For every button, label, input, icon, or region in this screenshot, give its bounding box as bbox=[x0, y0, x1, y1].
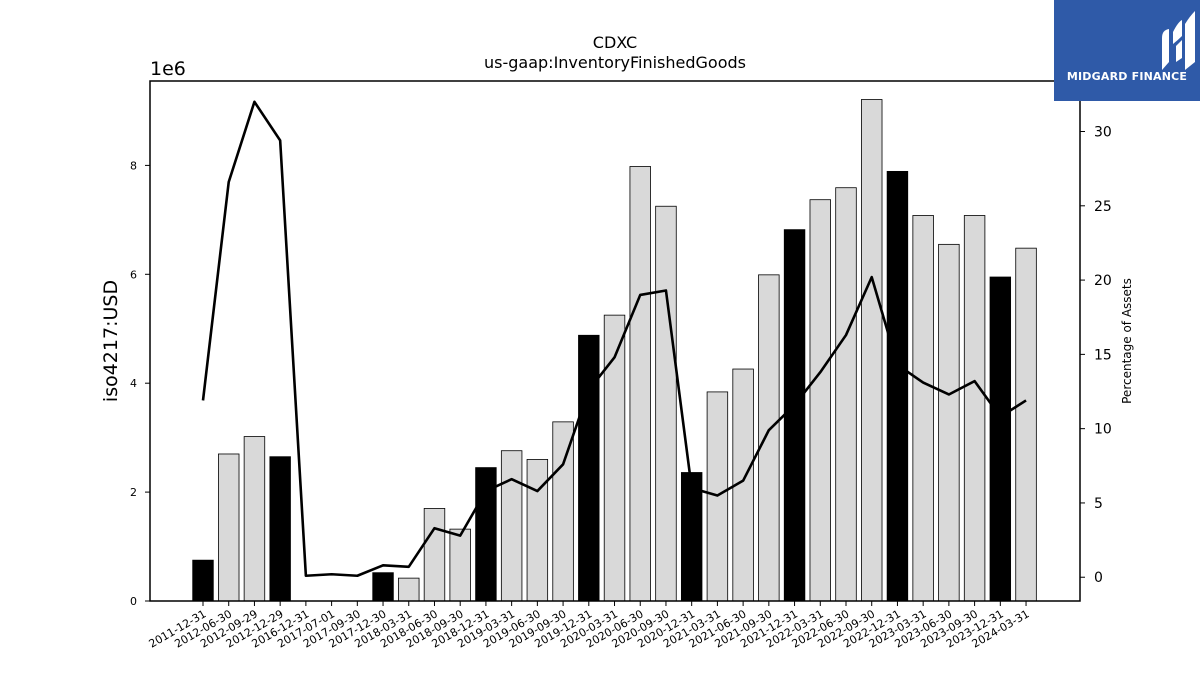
y-axis-label: iso4217:USD bbox=[100, 280, 122, 402]
y-axis-multiplier: 1e6 bbox=[150, 58, 186, 80]
y-tick-label: 6 bbox=[130, 268, 137, 281]
bar bbox=[526, 459, 549, 602]
bar bbox=[192, 559, 214, 602]
percentage-line-series bbox=[201, 100, 1027, 578]
bar bbox=[861, 99, 883, 602]
bar bbox=[809, 199, 831, 602]
bar bbox=[500, 450, 523, 602]
bar bbox=[783, 229, 806, 602]
bar bbox=[578, 334, 600, 602]
bar bbox=[629, 166, 651, 602]
y-tick-label: 2 bbox=[130, 486, 137, 499]
bar bbox=[449, 528, 471, 602]
bar bbox=[423, 508, 446, 602]
bar bbox=[398, 577, 420, 602]
y2-tick-label: 10 bbox=[1094, 422, 1112, 438]
y-tick-label: 0 bbox=[130, 595, 137, 608]
bar bbox=[680, 472, 703, 602]
bar bbox=[758, 274, 780, 602]
y2-tick-label: 15 bbox=[1094, 347, 1112, 363]
bar bbox=[1015, 247, 1037, 602]
y2-axis-label: Percentage of Assets bbox=[1120, 278, 1134, 404]
bar bbox=[218, 453, 240, 602]
bar bbox=[835, 187, 857, 602]
y2-tick-label: 0 bbox=[1094, 570, 1103, 586]
chart-subtitle: us-gaap:InventoryFinishedGoods bbox=[484, 53, 746, 72]
bar-series bbox=[192, 99, 1037, 602]
bar bbox=[963, 215, 986, 602]
chart-title: CDXC bbox=[593, 33, 637, 52]
midgard-logo-icon bbox=[1162, 11, 1195, 70]
y-tick-label: 4 bbox=[130, 377, 137, 390]
bar bbox=[912, 215, 934, 602]
bar bbox=[372, 572, 394, 602]
bar bbox=[989, 276, 1012, 602]
logo-text: MIDGARD FINANCE bbox=[1066, 70, 1188, 83]
bar bbox=[269, 456, 291, 602]
y2-tick-label: 30 bbox=[1094, 125, 1112, 141]
bar bbox=[243, 436, 266, 602]
axes: 024680510152025302011-12-312012-06-30201… bbox=[130, 80, 1112, 651]
brand-logo: MIDGARD FINANCE bbox=[1054, 0, 1200, 101]
bar bbox=[655, 205, 677, 602]
y-tick-label: 8 bbox=[130, 159, 137, 172]
bar bbox=[552, 421, 574, 602]
bar bbox=[938, 243, 960, 602]
y2-tick-label: 25 bbox=[1094, 199, 1112, 215]
y2-tick-label: 5 bbox=[1094, 496, 1103, 512]
bar bbox=[886, 170, 909, 602]
y2-tick-label: 20 bbox=[1094, 273, 1112, 289]
